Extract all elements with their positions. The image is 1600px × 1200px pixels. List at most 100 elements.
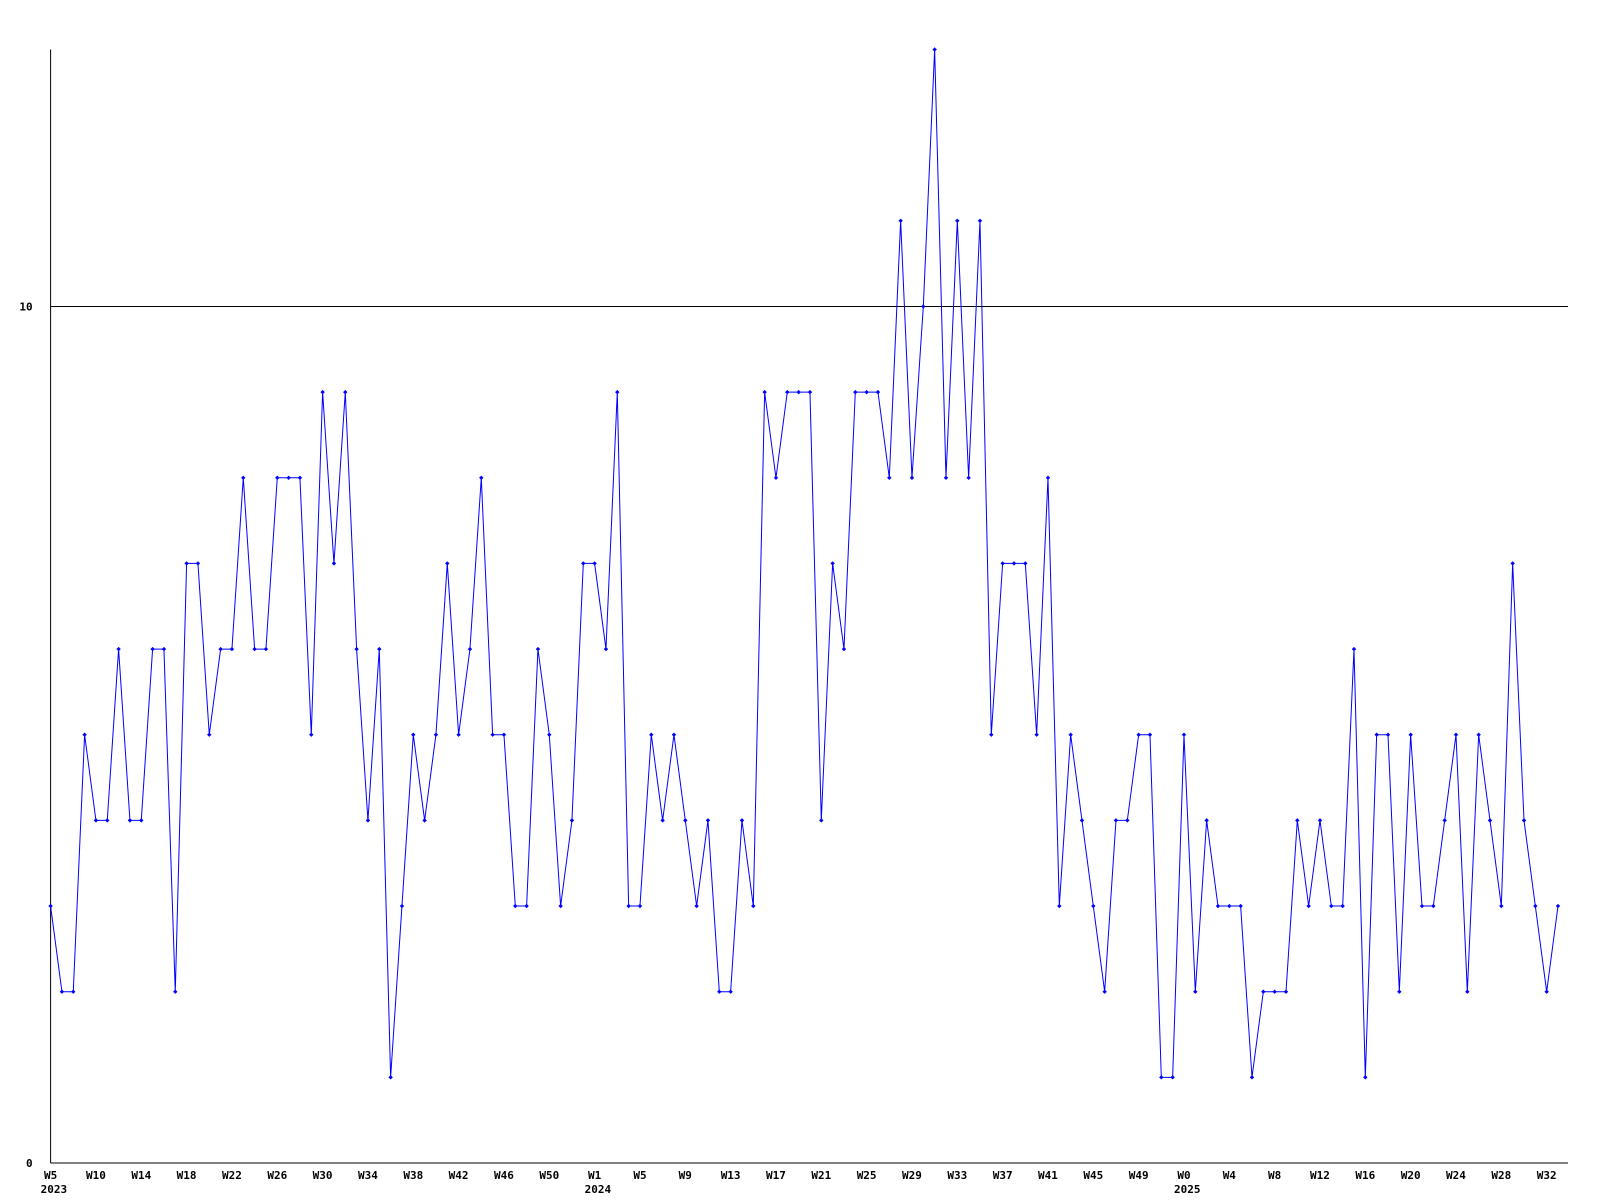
data-point [1555, 903, 1561, 909]
data-point [71, 989, 76, 994]
data-point [1283, 989, 1289, 994]
data-point [456, 732, 461, 737]
data-point [263, 646, 269, 652]
data-point [445, 561, 450, 566]
data-point [705, 818, 711, 823]
data-point [921, 304, 926, 309]
data-point [1249, 1075, 1255, 1080]
data-point [229, 646, 235, 652]
data-point [932, 47, 937, 52]
data-point [592, 561, 597, 566]
data-point [1499, 903, 1504, 909]
data-point [513, 903, 518, 909]
x-tick-label: W46 [494, 1169, 514, 1182]
data-point [671, 732, 677, 737]
data-point [161, 646, 167, 652]
x-tick-label: W18 [177, 1169, 197, 1182]
data-point [1397, 989, 1402, 994]
data-point [1000, 561, 1005, 566]
data-point [1023, 561, 1028, 566]
data-point [1079, 818, 1085, 823]
data-point [501, 732, 507, 737]
data-point [898, 218, 903, 224]
data-point [1408, 732, 1413, 737]
x-tick-label: W24 [1446, 1169, 1466, 1182]
data-point [955, 218, 960, 224]
data-point [728, 989, 733, 994]
data-point [909, 475, 915, 480]
data-point [1351, 646, 1357, 652]
data-point [547, 732, 552, 737]
data-point [649, 732, 654, 737]
data-point [796, 389, 801, 395]
data-point [535, 646, 541, 652]
data-point [660, 818, 665, 823]
data-point [773, 475, 779, 480]
data-point [558, 903, 563, 909]
data-point [1317, 818, 1323, 823]
data-point [1238, 903, 1243, 909]
data-point [467, 646, 473, 652]
x-tick-label: W5 [633, 1169, 646, 1182]
x-tick-label: W32 [1537, 1169, 1557, 1182]
data-point [173, 989, 178, 994]
data-point [411, 732, 416, 737]
data-point [1374, 732, 1379, 737]
y-tick-label: 0 [26, 1157, 33, 1170]
x-tick-label: W34 [358, 1169, 378, 1182]
x-tick-label: W16 [1355, 1169, 1375, 1182]
y-tick-label: 10 [19, 300, 32, 313]
data-point [1181, 732, 1187, 737]
x-tick-label: W17 [766, 1169, 786, 1182]
data-point [354, 646, 359, 652]
data-point [139, 818, 144, 823]
data-point [1295, 818, 1300, 823]
data-point [433, 732, 439, 737]
x-tick-label: W14 [131, 1169, 151, 1182]
x-tick-label: W20 [1401, 1169, 1421, 1182]
data-point [1170, 1075, 1175, 1080]
x-tick-label: W30 [313, 1169, 333, 1182]
data-point [966, 475, 971, 480]
data-point [841, 646, 847, 652]
year-label: 2024 [585, 1183, 612, 1196]
data-point [365, 818, 371, 823]
data-point [218, 646, 223, 652]
data-point [1431, 903, 1436, 909]
data-point [569, 818, 575, 823]
x-tick-label: W21 [811, 1169, 831, 1182]
x-tick-label: W4 [1223, 1169, 1237, 1182]
data-point [1385, 732, 1391, 737]
data-point [943, 475, 949, 480]
data-point [637, 903, 643, 909]
data-point [422, 818, 427, 823]
data-point [1487, 818, 1493, 823]
data-point [694, 903, 699, 909]
x-tick-label: W13 [721, 1169, 741, 1182]
x-tick-label: W25 [857, 1169, 877, 1182]
data-point [977, 218, 983, 224]
data-point [1091, 903, 1096, 909]
data-point [1306, 903, 1311, 909]
data-point [1453, 732, 1459, 737]
x-tick-label: W29 [902, 1169, 922, 1182]
data-point [150, 646, 155, 652]
data-point [864, 389, 869, 395]
x-tick-label: W1 [588, 1169, 602, 1182]
data-point [297, 475, 303, 480]
data-point [1476, 732, 1481, 737]
data-point [875, 389, 881, 395]
data-point [343, 389, 348, 395]
data-point [241, 475, 246, 480]
data-point [1045, 475, 1051, 480]
data-point [479, 475, 484, 480]
data-point [1340, 903, 1345, 909]
data-point [1102, 989, 1107, 994]
data-point [93, 818, 99, 823]
data-point [626, 903, 631, 909]
x-tick-label: W10 [86, 1169, 106, 1182]
data-point [1034, 732, 1039, 737]
data-point [388, 1075, 393, 1080]
data-point [377, 646, 382, 652]
